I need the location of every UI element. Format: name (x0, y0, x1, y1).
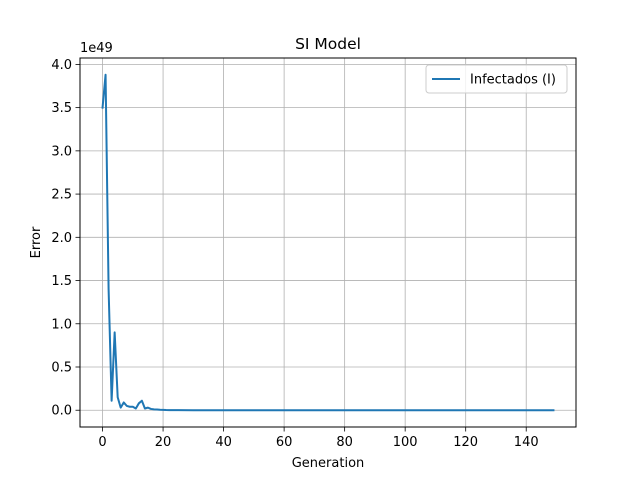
y-tick-label: 1.0 (51, 317, 72, 332)
x-tick-label: 20 (155, 435, 172, 450)
legend: Infectados (I) (425, 64, 568, 94)
legend-label-infectados: Infectados (I) (470, 73, 556, 88)
x-tick-label: 40 (215, 435, 232, 450)
y-axis-label: Error (29, 226, 44, 258)
series-lines (101, 73, 555, 412)
x-tick-label: 100 (393, 435, 418, 450)
y-tick-label: 3.0 (51, 144, 72, 159)
chart-title: SI Model (295, 35, 361, 53)
legend-box (425, 64, 568, 94)
y-tick-label: 1.5 (51, 274, 72, 289)
x-tick-label: 80 (336, 435, 353, 450)
y-tick-label: 0.5 (51, 360, 72, 375)
y-tick-label: 2.0 (51, 231, 72, 246)
x-axis-label: Generation (292, 456, 365, 471)
y-tick-label: 2.5 (51, 188, 72, 203)
plot-frame (79, 57, 577, 428)
x-tick-label: 140 (514, 435, 539, 450)
y-tick-label: 3.5 (51, 101, 72, 116)
y-tick-label: 0.0 (51, 404, 72, 419)
y-tick-label: 4.0 (51, 58, 72, 73)
series-line-infectados (101, 73, 555, 412)
x-tick-label: 0 (98, 435, 106, 450)
axis-ticks: 0 20 40 60 80 100 120 140 0.0 0.5 1.0 1.5 2.0 2.5 3.0 3… (51, 58, 538, 450)
x-tick-label: 60 (276, 435, 293, 450)
y-axis-offset-label: 1e49 (80, 41, 113, 56)
x-tick-label: 120 (453, 435, 478, 450)
